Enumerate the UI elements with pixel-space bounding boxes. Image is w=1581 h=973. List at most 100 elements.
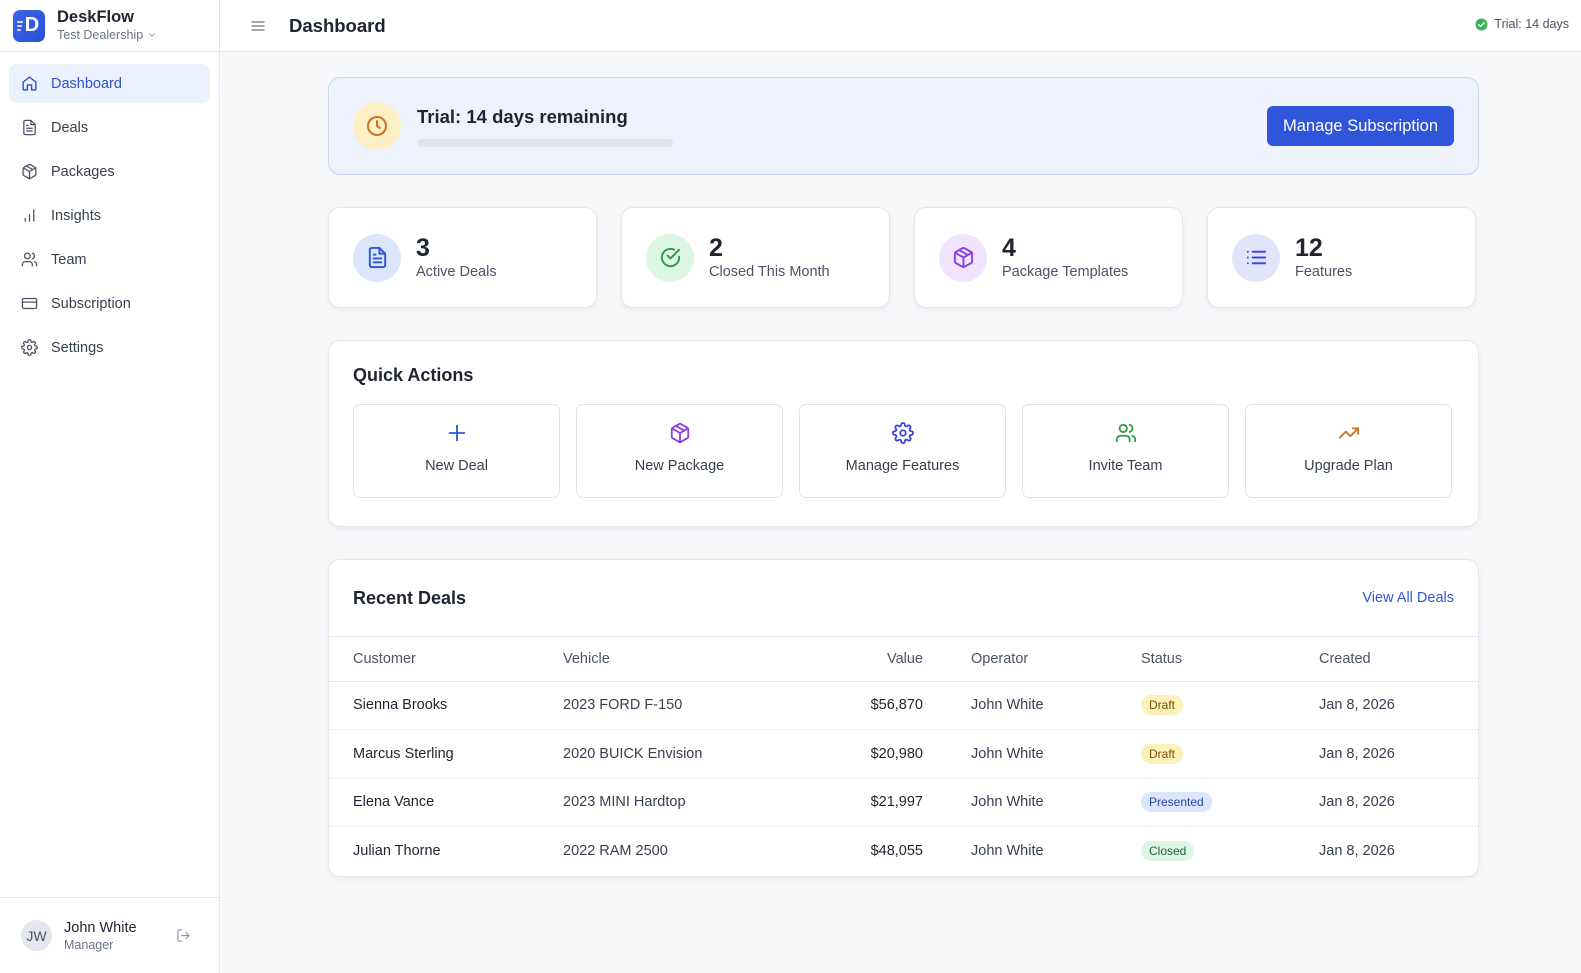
stat-label: Features	[1295, 263, 1353, 280]
status-badge: Presented	[1141, 792, 1212, 813]
chevron-down-icon	[149, 33, 155, 37]
menu-icon[interactable]	[250, 18, 266, 34]
logout-icon[interactable]	[176, 928, 191, 943]
col-value[interactable]: Value	[743, 637, 923, 682]
main-content: Trial: 14 days remaining Manage Subscrip…	[328, 77, 1479, 877]
sidebar-item-insights[interactable]: Insights	[9, 196, 210, 235]
package-icon	[22, 163, 37, 180]
org-name: Test Dealership	[57, 27, 144, 42]
view-all-deals-link[interactable]: View All Deals	[1362, 590, 1454, 606]
cell-customer: Elena Vance	[329, 778, 563, 827]
trial-status[interactable]: Trial: 14 days	[1475, 17, 1569, 31]
recent-deals-title: Recent Deals	[353, 587, 467, 608]
table-row[interactable]: Elena Vance 2023 MINI Hardtop $21,997 Jo…	[329, 778, 1478, 827]
cell-customer: Julian Thorne	[353, 843, 441, 859]
sidebar-item-packages[interactable]: Packages	[9, 152, 210, 191]
sidebar: D DeskFlow Test Dealership Dashboard Dea…	[0, 0, 220, 973]
check-circle-filled-icon	[1475, 18, 1488, 30]
stat-value: 3	[416, 233, 430, 262]
cell-vehicle: 2020 BUICK Envision	[563, 729, 743, 779]
sidebar-item-team[interactable]: Team	[9, 240, 210, 279]
col-vehicle[interactable]: Vehicle	[563, 637, 743, 682]
manage-features-button[interactable]: Manage Features	[799, 404, 1006, 498]
col-status[interactable]: Status	[1141, 637, 1319, 682]
sidebar-item-dashboard[interactable]: Dashboard	[9, 64, 210, 103]
trial-banner: Trial: 14 days remaining Manage Subscrip…	[328, 77, 1479, 175]
user-profile: JW John White Manager	[0, 897, 219, 973]
table-header-row: Customer Vehicle Value Operator Status C…	[329, 637, 1478, 682]
bar-chart-icon	[24, 209, 35, 222]
col-created[interactable]: Created	[1319, 637, 1478, 682]
user-role: Manager	[64, 937, 114, 952]
cell-vehicle: 2022 RAM 2500	[563, 843, 668, 859]
stat-value: 12	[1295, 233, 1323, 262]
package-icon	[953, 246, 973, 269]
table-row[interactable]: Marcus Sterling 2020 BUICK Envision $20,…	[329, 729, 1478, 779]
users-icon	[21, 252, 38, 267]
new-deal-button[interactable]: New Deal	[353, 404, 560, 498]
upgrade-plan-button[interactable]: Upgrade Plan	[1245, 404, 1452, 498]
avatar[interactable]: JW	[21, 920, 52, 951]
status-badge: Draft	[1141, 695, 1184, 716]
brand-name: DeskFlow	[57, 7, 135, 26]
trial-icon-circle	[353, 102, 401, 150]
quick-actions-panel: Quick Actions New Deal New Package Manag…	[328, 340, 1479, 527]
cell-vehicle: 2023 MINI Hardtop	[563, 778, 743, 827]
cell-created: Jan 8, 2026	[1319, 729, 1478, 779]
trial-title: Trial: 14 days remaining	[417, 105, 628, 127]
col-customer[interactable]: Customer	[329, 637, 563, 682]
file-text-icon	[23, 119, 36, 136]
cell-operator: John White	[923, 778, 1141, 827]
table-row[interactable]: Julian Thorne 2022 RAM 2500 $48,055 John…	[329, 827, 1478, 876]
plus-icon	[448, 424, 465, 442]
cell-value: $21,997	[743, 778, 923, 827]
trial-progress-bar	[417, 138, 673, 147]
col-operator[interactable]: Operator	[923, 637, 1141, 682]
settings-icon	[21, 339, 38, 356]
stat-value: 2	[709, 233, 723, 262]
cell-value: $56,870	[743, 681, 923, 730]
clock-icon	[367, 116, 387, 136]
user-name: John White	[64, 919, 137, 936]
cell-value: $48,055	[870, 843, 923, 859]
home-icon	[22, 76, 37, 91]
cell-operator: John White	[923, 729, 1141, 779]
top-bar: Dashboard Trial: 14 days	[220, 0, 1581, 52]
check-circle-icon	[660, 247, 680, 268]
users-icon	[1115, 423, 1136, 443]
table-row[interactable]: Sienna Brooks 2023 FORD F-150 $56,870 Jo…	[329, 681, 1478, 730]
settings-icon	[891, 422, 914, 444]
sidebar-nav: Dashboard Deals Packages Insights Team S…	[0, 52, 219, 384]
sidebar-item-deals[interactable]: Deals	[9, 108, 210, 147]
stat-card-package-templates: 4 Package Templates	[914, 207, 1183, 308]
package-icon	[670, 422, 689, 444]
list-icon	[1246, 250, 1266, 265]
trending-up-icon	[1338, 427, 1359, 439]
stat-label: Active Deals	[416, 263, 497, 280]
stat-card-closed-this-month: 2 Closed This Month	[621, 207, 890, 308]
cell-operator: John White	[971, 843, 1044, 859]
status-badge: Closed	[1141, 841, 1195, 861]
cell-customer: Marcus Sterling	[329, 729, 563, 779]
status-badge: Draft	[1141, 743, 1184, 764]
file-text-icon	[368, 246, 386, 269]
stats-row: 3 Active Deals 2 Closed This Month 4 Pac…	[328, 207, 1479, 308]
cell-customer: Sienna Brooks	[329, 681, 563, 730]
org-switcher[interactable]: Test Dealership	[57, 27, 157, 44]
cell-created: Jan 8, 2026	[1319, 778, 1478, 827]
manage-subscription-button[interactable]: Manage Subscription	[1266, 106, 1454, 146]
stat-value: 4	[1002, 233, 1016, 262]
brand-logo: D	[13, 9, 45, 42]
recent-deals-table: Customer Vehicle Value Operator Status C…	[329, 637, 1478, 875]
new-package-button[interactable]: New Package	[576, 404, 783, 498]
stat-label: Closed This Month	[709, 263, 830, 280]
cell-created: Jan 8, 2026	[1319, 843, 1395, 859]
brand-header: D DeskFlow Test Dealership	[0, 0, 219, 52]
cell-value: $20,980	[743, 729, 923, 779]
invite-team-button[interactable]: Invite Team	[1022, 404, 1229, 498]
stat-card-features: 12 Features	[1207, 207, 1476, 308]
page-title: Dashboard	[289, 14, 386, 36]
sidebar-item-settings[interactable]: Settings	[9, 328, 210, 367]
cell-created: Jan 8, 2026	[1319, 681, 1478, 730]
sidebar-item-subscription[interactable]: Subscription	[9, 284, 210, 323]
